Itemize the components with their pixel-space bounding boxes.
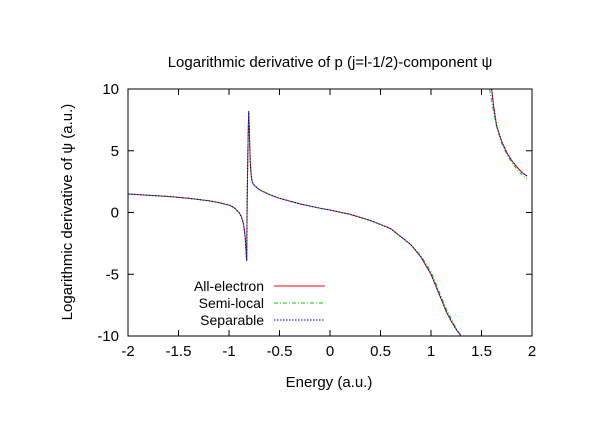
- x-tick-label: -1: [222, 343, 235, 360]
- y-tick-label: -10: [97, 328, 119, 345]
- y-tick-label: -5: [106, 266, 119, 283]
- plot-frame: [127, 88, 533, 337]
- chart-title: Logarithmic derivative of p (j=l-1/2)-co…: [168, 54, 493, 71]
- legend-label: Separable: [200, 312, 264, 328]
- legend-label: All-electron: [194, 278, 264, 294]
- plot-area: [128, 89, 528, 336]
- legend-label: Semi-local: [199, 295, 264, 311]
- x-tick-label: 1: [427, 343, 435, 360]
- x-tick-label: 0.5: [370, 343, 391, 360]
- series-line-separable: [128, 89, 528, 336]
- x-tick-label: 2: [528, 343, 536, 360]
- y-tick-label: 5: [111, 143, 119, 160]
- axis-ticks: -2 -1.5 -1 -0.5 0 0.5 1 1.5 2 -10 -5 0 5 10: [97, 81, 536, 360]
- y-tick-label: 10: [102, 81, 119, 98]
- x-tick-label: -2: [121, 343, 134, 360]
- x-tick-label: 1.5: [471, 343, 492, 360]
- x-axis-label: Energy (a.u.): [286, 374, 373, 391]
- x-tick-label: -0.5: [267, 343, 293, 360]
- x-tick-label: 0: [326, 343, 334, 360]
- y-tick-label: 0: [111, 205, 119, 222]
- x-tick-label: -1.5: [166, 343, 192, 360]
- y-axis-label: Logarithmic derivative of ψ (a.u.): [59, 104, 76, 321]
